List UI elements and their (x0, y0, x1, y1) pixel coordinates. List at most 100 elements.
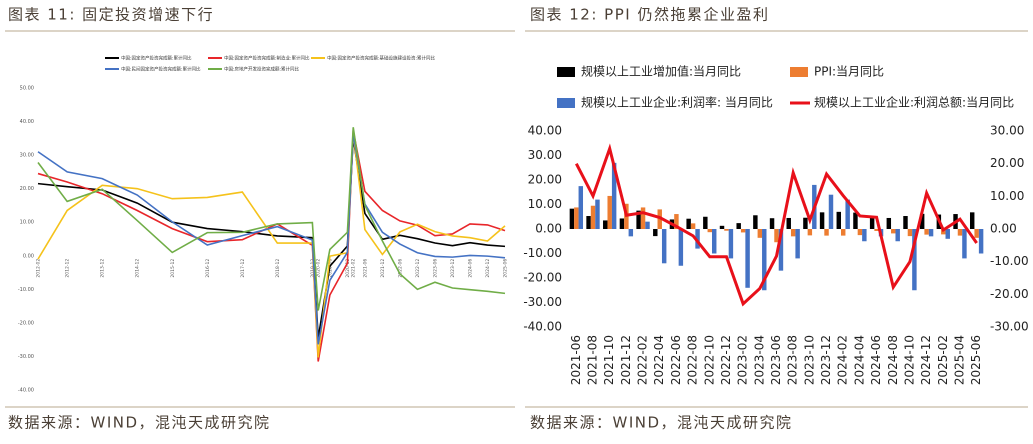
bar (686, 218, 691, 229)
bar (828, 194, 834, 229)
y-tick-label: -20.00 (523, 271, 562, 285)
bar (678, 229, 684, 266)
bar (891, 229, 896, 234)
x-tick-label: 2022-12 (719, 335, 733, 385)
y-tick-label: 30.00 (528, 148, 562, 162)
y2-tick-label: 20.00 (990, 156, 1024, 170)
legend-swatch (557, 67, 575, 77)
y-tick-label: 40.00 (20, 119, 34, 125)
bar (636, 210, 641, 229)
y-tick-label: 0.00 (23, 253, 34, 259)
x-tick-label: 2022-02 (636, 335, 650, 385)
bar (924, 229, 929, 235)
y-tick-label: -30.00 (18, 354, 34, 360)
bar (857, 229, 863, 236)
bar (957, 229, 963, 236)
bar (969, 212, 975, 229)
x-tick-label: 2022-12 (415, 259, 421, 278)
x-tick-label: 2021-12 (380, 259, 386, 278)
bar (719, 225, 725, 229)
bar (945, 229, 950, 239)
x-tick-label: 2025-02 (936, 335, 950, 385)
x-tick-label: 2021-12 (619, 335, 633, 385)
bar (736, 223, 741, 229)
bar (869, 216, 875, 229)
bar (707, 229, 713, 233)
x-tick-label: 2024-10 (902, 335, 916, 385)
x-tick-label: 2021-10 (602, 335, 616, 385)
bar (840, 229, 846, 236)
y2-tick-label: -10.00 (990, 254, 1029, 268)
bar (762, 229, 767, 291)
legend-label: 规模以上工业企业:利润率: 当月同比 (581, 95, 773, 110)
bar (740, 229, 746, 233)
x-tick-label: 2021-02 (351, 259, 357, 278)
x-tick-label: 2021-06 (569, 335, 583, 385)
y-tick-label: -30.00 (523, 295, 562, 309)
series-line (37, 133, 506, 345)
legend-swatch (557, 98, 575, 108)
x-tick-label: 2012-12 (65, 259, 71, 278)
x-tick-label: 2020-02 (316, 259, 322, 278)
bar (803, 217, 808, 229)
bar (919, 213, 925, 229)
bar (974, 229, 979, 238)
bar (824, 229, 829, 236)
bar (724, 229, 729, 231)
legend-swatch (790, 67, 808, 77)
bar (640, 207, 646, 229)
x-tick-label: 2021-06 (362, 259, 368, 278)
bar (778, 229, 784, 271)
x-tick-label: 2024-12 (919, 335, 933, 385)
bar (653, 229, 658, 237)
bar (753, 215, 758, 229)
y-tick-label: -10.00 (523, 246, 562, 260)
y-tick-label: -40.00 (523, 320, 562, 334)
x-tick-label: 2012-02 (36, 259, 42, 278)
y2-tick-label: -30.00 (990, 320, 1029, 334)
bar (703, 216, 708, 229)
x-tick-label: 2025-04 (952, 335, 966, 385)
y-tick-label: 10.00 (20, 220, 34, 226)
legend-label: 规模以上工业增加值:当月同比 (581, 64, 741, 79)
x-tick-label: 2024-08 (886, 335, 900, 385)
bar (795, 229, 800, 259)
left-source: 数据来源：WIND，混沌天成研究院 (8, 414, 271, 432)
y-tick-label: 10.00 (528, 197, 562, 211)
bar (611, 162, 617, 229)
bar (886, 217, 892, 229)
x-tick-label: 2025-06 (969, 335, 983, 385)
x-tick-label: 2022-10 (702, 335, 716, 385)
y-tick-label: -40.00 (18, 388, 34, 394)
bar (862, 229, 867, 242)
x-tick-label: 2022-04 (652, 335, 666, 385)
x-tick-label: 2016-12 (205, 259, 211, 278)
x-tick-label: 2023-08 (786, 335, 800, 385)
bar (928, 229, 934, 237)
x-tick-label: 2015-12 (170, 259, 176, 278)
y-tick-label: 20.00 (20, 186, 34, 192)
bar (595, 199, 600, 229)
series-line (575, 143, 978, 307)
x-tick-label: 2023-10 (802, 335, 816, 385)
bar (757, 229, 763, 238)
bar (590, 205, 596, 229)
y-tick-label: 40.00 (528, 124, 562, 138)
x-tick-label: 2021-08 (586, 335, 600, 385)
y2-tick-label: 0.00 (990, 222, 1017, 236)
bar (728, 229, 734, 259)
bar (607, 195, 612, 229)
bar (790, 229, 796, 237)
y-tick-label: 20.00 (528, 173, 562, 187)
x-tick-label: 2023-12 (450, 259, 456, 278)
x-tick-label: 2020-12 (345, 259, 351, 278)
x-tick-label: 2022-08 (686, 335, 700, 385)
right-title: 图表 12: PPI 仍然拖累企业盈利 (530, 6, 769, 24)
legend-label: 中国:民间固定资产投资完成额:累计同比 (121, 66, 201, 73)
x-tick-label: 2024-06 (467, 259, 473, 278)
left-title: 图表 11: 固定投资增速下行 (8, 6, 214, 24)
bar (907, 229, 913, 237)
bar (745, 229, 750, 288)
x-tick-label: 2020-06 (327, 259, 333, 278)
